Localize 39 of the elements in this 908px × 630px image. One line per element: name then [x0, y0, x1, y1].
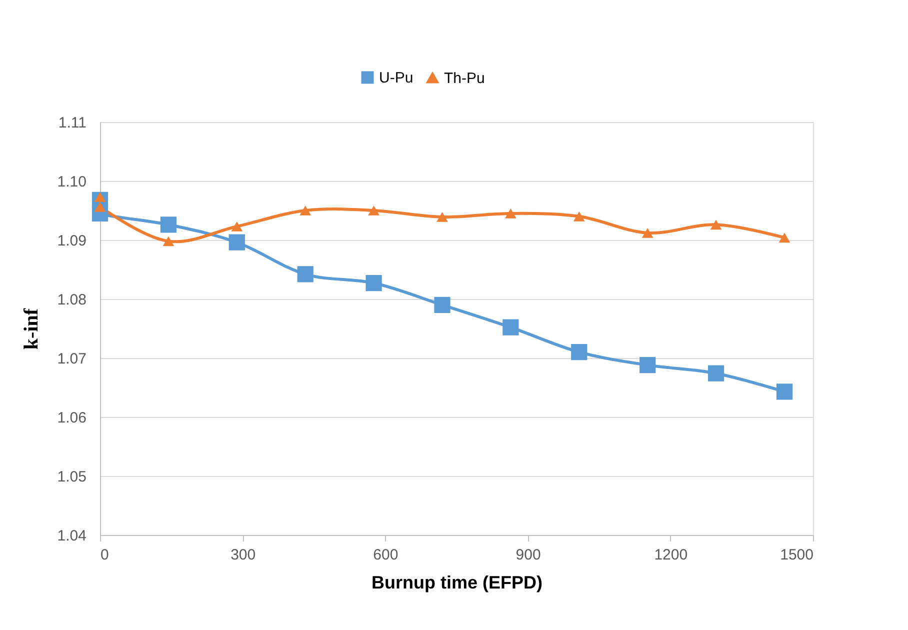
- point: [366, 275, 382, 292]
- point: [573, 211, 585, 222]
- point: [436, 212, 448, 222]
- point: [297, 266, 314, 282]
- point: [776, 384, 793, 400]
- point: [640, 357, 656, 374]
- x-tick-label: 1500: [780, 546, 814, 564]
- x-axis-title: Burnup time (EFPD): [372, 572, 542, 592]
- y-tick-label: 1.04: [57, 528, 86, 544]
- point: [160, 216, 177, 233]
- point: [94, 202, 106, 212]
- y-tick-label: 1.10: [57, 174, 86, 190]
- y-tick-label: 1.07: [57, 350, 86, 368]
- x-tick-label: 300: [230, 546, 256, 564]
- point: [228, 234, 245, 250]
- y-tick-label: 1.06: [57, 410, 86, 426]
- legend-label: Th-Pu: [444, 70, 485, 87]
- point: [300, 206, 312, 216]
- point: [504, 208, 516, 218]
- point: [778, 232, 790, 243]
- point: [231, 221, 243, 232]
- point: [434, 296, 450, 313]
- y-tick-label: 1.11: [58, 114, 86, 132]
- legend-label: U-Pu: [379, 70, 414, 87]
- point: [710, 220, 722, 230]
- point: [571, 344, 588, 360]
- point: [502, 319, 519, 336]
- y-axis-title: k-inf: [20, 308, 42, 350]
- point: [162, 236, 174, 246]
- x-tick-label: 1200: [654, 546, 688, 564]
- y-tick-label: 1.08: [57, 292, 86, 308]
- y-tick-label: 1.05: [57, 468, 86, 486]
- y-tick-label: 1.09: [57, 232, 86, 250]
- point: [708, 365, 724, 382]
- point: [642, 228, 654, 238]
- x-tick-label: 0: [100, 546, 109, 564]
- x-tick-label: 600: [373, 546, 398, 564]
- point: [368, 206, 380, 216]
- x-tick-label: 900: [516, 546, 541, 564]
